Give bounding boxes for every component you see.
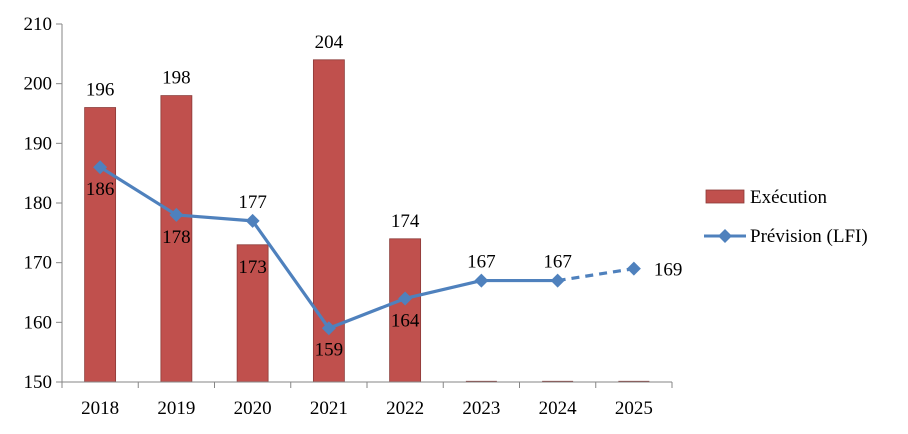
axes-layer [61, 24, 672, 383]
bar-execution [160, 95, 193, 383]
y-tick-label: 160 [24, 312, 53, 333]
bar-data-label: 198 [162, 68, 191, 89]
y-tick-label: 150 [24, 372, 53, 393]
marker-prevision [550, 273, 565, 288]
marker-prevision [398, 291, 413, 306]
line-layer [93, 160, 641, 336]
x-tick-label: 2021 [310, 398, 348, 419]
y-tick-label: 180 [24, 193, 53, 214]
line-data-label: 169 [654, 260, 683, 281]
line-data-label: 177 [238, 192, 267, 213]
bar-data-label: 173 [238, 257, 267, 278]
marker-prevision [93, 160, 108, 175]
bar-data-label: 204 [315, 32, 344, 53]
marker-prevision [169, 207, 184, 222]
line-data-label: 167 [543, 252, 572, 273]
line-data-label: 167 [467, 252, 496, 273]
y-tick-label: 170 [24, 253, 53, 274]
bar-execution [312, 59, 345, 383]
marker-prevision [321, 321, 336, 336]
legend-label-prevision: Prévision (LFI) [750, 226, 868, 247]
x-tick-label: 2023 [462, 398, 500, 419]
data-labels: 196 198 173 204 174 186 178 177 159 164 167 167 169 [86, 32, 683, 360]
x-tick-label: 2020 [234, 398, 272, 419]
legend-swatch-execution [705, 189, 745, 204]
bar-execution [236, 244, 269, 383]
x-tick-label: 2024 [539, 398, 578, 419]
line-data-label: 178 [162, 227, 191, 248]
x-tick-label: 2018 [81, 398, 119, 419]
legend-marker-prevision [718, 229, 732, 243]
bar-execution [84, 107, 117, 383]
y-tick-label: 190 [24, 133, 53, 154]
line-data-label: 159 [315, 339, 344, 360]
marker-prevision [245, 213, 260, 228]
y-tick-label: 200 [24, 74, 53, 95]
bars-layer [84, 59, 650, 383]
legend-label-execution: Exécution [750, 187, 828, 208]
bar-execution [389, 238, 422, 383]
marker-prevision [626, 261, 641, 276]
legend: Exécution Prévision (LFI) [704, 187, 868, 247]
y-ticks: 150 160 170 180 190 200 210 [24, 14, 62, 393]
line-data-label: 164 [391, 310, 420, 331]
bar-data-label: 196 [86, 80, 115, 101]
x-tick-label: 2022 [386, 398, 424, 419]
bar-data-label: 174 [391, 211, 420, 232]
x-tick-label: 2025 [615, 398, 653, 419]
y-tick-label: 210 [24, 14, 53, 35]
x-tick-label: 2019 [157, 398, 195, 419]
marker-prevision [474, 273, 489, 288]
x-ticks: 2018 2019 2020 2021 2022 2023 2024 2025 [61, 382, 673, 419]
line-data-label: 186 [86, 179, 115, 200]
